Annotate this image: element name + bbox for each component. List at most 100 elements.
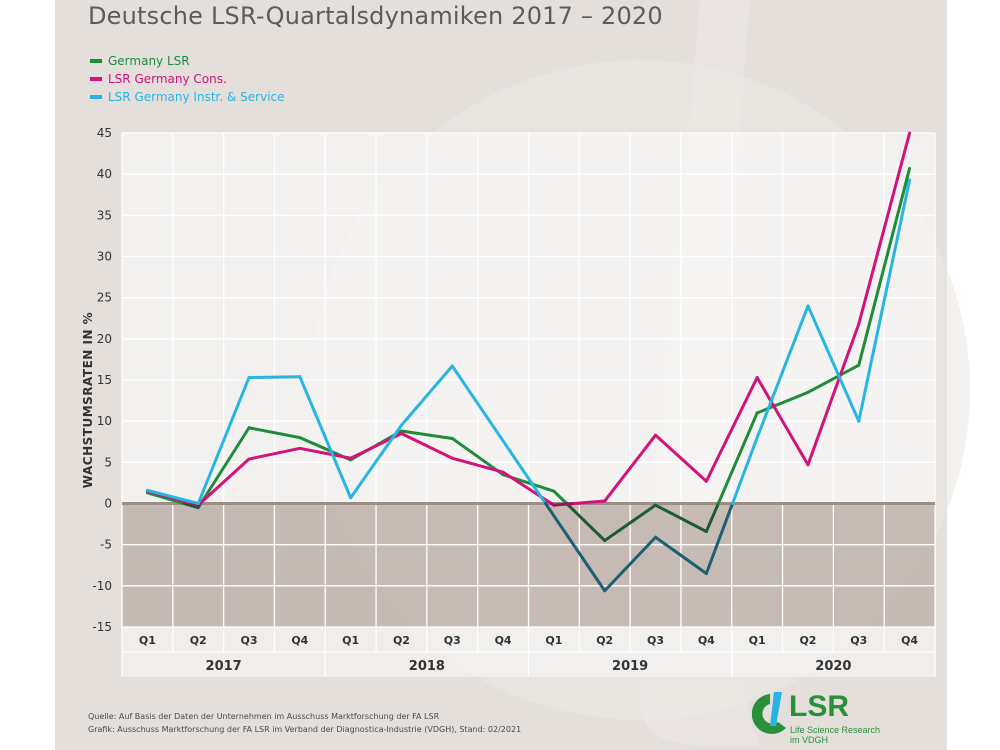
y-tick-label: 25	[97, 291, 112, 305]
y-tick-label: -10	[92, 579, 112, 593]
series-segment-germany-lsr	[603, 503, 658, 543]
logo-mark	[752, 692, 786, 734]
series-segment-lsr-germany-cons	[450, 456, 505, 474]
x-tick-label-quarter: Q3	[241, 634, 258, 647]
series-segment-lsr-germany-cons	[198, 457, 251, 505]
y-tick-label: 30	[97, 250, 112, 264]
footer-source: Quelle: Auf Basis der Daten der Unterneh…	[88, 712, 440, 721]
logo-sub-line-1: Life Science Research	[790, 725, 881, 735]
x-tick-label-quarter: Q3	[444, 634, 461, 647]
chart-title: Deutsche LSR-Quartalsdynamiken 2017 – 20…	[88, 2, 663, 30]
series-segment-germany-lsr	[199, 426, 251, 505]
series-segment-lsr-germany-cons	[755, 376, 810, 467]
series-segment-lsr-germany-cons	[399, 432, 454, 460]
series-segment-lsr-germany-cons	[806, 322, 861, 467]
series-segment-lsr-germany-instr-service	[247, 375, 302, 380]
x-tick-label-quarter: Q2	[190, 634, 207, 647]
y-tick-label: -15	[92, 620, 112, 634]
series-segment-lsr-germany-cons	[552, 502, 576, 507]
series-segment-germany-lsr	[704, 502, 720, 533]
legend: Germany LSR LSR Germany Cons. LSR German…	[90, 52, 285, 106]
lsr-logo: LSR Life Science Research im VDGH	[752, 688, 932, 750]
series-segment-lsr-germany-instr-service	[806, 304, 861, 423]
series-segment-germany-lsr	[857, 166, 912, 367]
series-segment-lsr-germany-instr-service	[654, 535, 708, 575]
legend-label: Germany LSR	[108, 54, 190, 68]
series-segment-lsr-germany-cons	[654, 433, 708, 483]
series-segment-germany-lsr	[145, 491, 186, 505]
y-tick-label: -5	[100, 538, 112, 552]
x-axis: Q1 Q2 Q3 Q4 Q1 Q2 Q3 Q4 Q1 Q2 Q3 Q4 Q1 Q2 Q3 Q4 2017 2018…	[139, 634, 919, 674]
y-tick-label: 20	[97, 332, 112, 346]
series-segment-lsr-germany-instr-service	[196, 376, 251, 505]
series-segment-lsr-germany-instr-service	[755, 304, 810, 440]
y-tick-label: 35	[97, 208, 112, 222]
y-tick-label: 0	[104, 497, 112, 511]
y-tick-label: 40	[97, 167, 112, 181]
footer-graphic: Grafik: Ausschuss Marktforschung der FA …	[88, 725, 522, 734]
series-segment-lsr-germany-instr-service	[603, 535, 658, 593]
series-segment-lsr-germany-instr-service	[704, 502, 735, 575]
x-tick-label-quarter: Q2	[799, 634, 816, 647]
x-tick-label-year: 2019	[612, 659, 648, 674]
x-tick-label-year: 2017	[206, 659, 242, 674]
x-tick-label-quarter: Q1	[545, 634, 562, 647]
series-segment-lsr-germany-instr-service	[145, 488, 200, 505]
x-tick-label-quarter: Q4	[495, 634, 512, 647]
x-tick-label-year: 2018	[409, 659, 445, 674]
y-tick-label: 15	[97, 373, 112, 387]
series-segment-germany-lsr	[755, 390, 810, 415]
y-tick-label: 45	[97, 126, 112, 140]
series-segment-lsr-germany-cons	[572, 499, 607, 505]
logo-text: LSR	[789, 690, 849, 723]
series-segment-lsr-germany-instr-service	[298, 375, 353, 500]
series-segment-lsr-germany-instr-service	[450, 364, 548, 505]
series-segment-germany-lsr	[654, 503, 708, 533]
x-tick-label-quarter: Q1	[342, 634, 359, 647]
series-segment-lsr-germany-cons	[603, 433, 658, 503]
series-segment-germany-lsr	[182, 502, 200, 510]
series-segment-lsr-germany-cons	[247, 446, 302, 461]
series-segment-germany-lsr	[399, 429, 454, 440]
y-axis-label: WACHSTUMSRATEN IN %	[81, 312, 95, 488]
x-tick-label-quarter: Q1	[749, 634, 766, 647]
legend-item-instr: LSR Germany Instr. & Service	[90, 88, 285, 106]
logo-sub-line-2: im VDGH	[790, 735, 828, 745]
legend-item-germany-lsr: Germany LSR	[90, 52, 285, 70]
series-segment-lsr-germany-cons	[704, 376, 759, 483]
y-axis: -15 -10 -5 0 5 10 15 20 25 30 35 40 45 WACHSTUMSRATEN…	[81, 126, 112, 634]
legend-item-cons: LSR Germany Cons.	[90, 70, 285, 88]
series-segment-lsr-germany-instr-service	[399, 364, 454, 427]
legend-label: LSR Germany Cons.	[108, 72, 227, 86]
grid-lines	[121, 132, 936, 677]
x-tick-label-quarter: Q4	[291, 634, 308, 647]
series-segment-lsr-germany-instr-service	[731, 436, 759, 505]
legend-swatch	[90, 95, 102, 99]
series-segment-germany-lsr	[806, 363, 861, 394]
legend-swatch	[90, 77, 102, 81]
series-segment-lsr-germany-instr-service	[544, 502, 607, 593]
x-tick-label-quarter: Q3	[850, 634, 867, 647]
x-tick-label-quarter: Q4	[901, 634, 918, 647]
legend-swatch	[90, 59, 102, 63]
x-tick-label-quarter: Q1	[139, 634, 156, 647]
y-tick-label: 5	[104, 455, 112, 469]
x-tick-label-year: 2020	[815, 659, 851, 674]
x-tick-label-quarter: Q2	[393, 634, 410, 647]
series-segment-germany-lsr	[552, 489, 569, 505]
series-segment-germany-lsr	[565, 502, 607, 543]
series-segment-lsr-germany-cons	[298, 446, 353, 460]
x-tick-label-quarter: Q2	[596, 634, 613, 647]
series-segment-lsr-germany-instr-service	[349, 423, 403, 500]
footer: Quelle: Auf Basis der Daten der Unterneh…	[88, 710, 521, 736]
x-tick-label-quarter: Q4	[698, 634, 715, 647]
y-tick-label: 10	[97, 414, 112, 428]
series-segment-germany-lsr	[716, 411, 759, 505]
series-segment-lsr-germany-instr-service	[857, 178, 912, 423]
logo-subtitle: Life Science Research im VDGH	[790, 725, 880, 745]
legend-label: LSR Germany Instr. & Service	[108, 90, 285, 104]
series-segment-germany-lsr	[247, 426, 302, 440]
series-segment-lsr-germany-cons	[857, 131, 912, 326]
x-tick-label-quarter: Q3	[647, 634, 664, 647]
